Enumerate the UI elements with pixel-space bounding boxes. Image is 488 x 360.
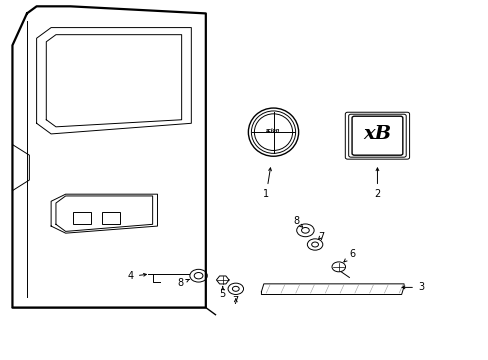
Text: 2: 2 <box>373 168 380 199</box>
Text: 4: 4 <box>127 271 146 282</box>
Text: 8: 8 <box>177 279 189 288</box>
Text: 1: 1 <box>263 168 271 199</box>
Text: scion: scion <box>266 128 280 133</box>
Bar <box>102 212 120 224</box>
Text: xB: xB <box>363 125 391 143</box>
Bar <box>73 212 91 224</box>
Text: 6: 6 <box>343 249 355 262</box>
Text: 7: 7 <box>232 296 239 306</box>
Text: 7: 7 <box>317 232 324 242</box>
Text: 8: 8 <box>293 216 302 227</box>
Text: 5: 5 <box>219 286 225 299</box>
Text: 3: 3 <box>401 282 423 292</box>
